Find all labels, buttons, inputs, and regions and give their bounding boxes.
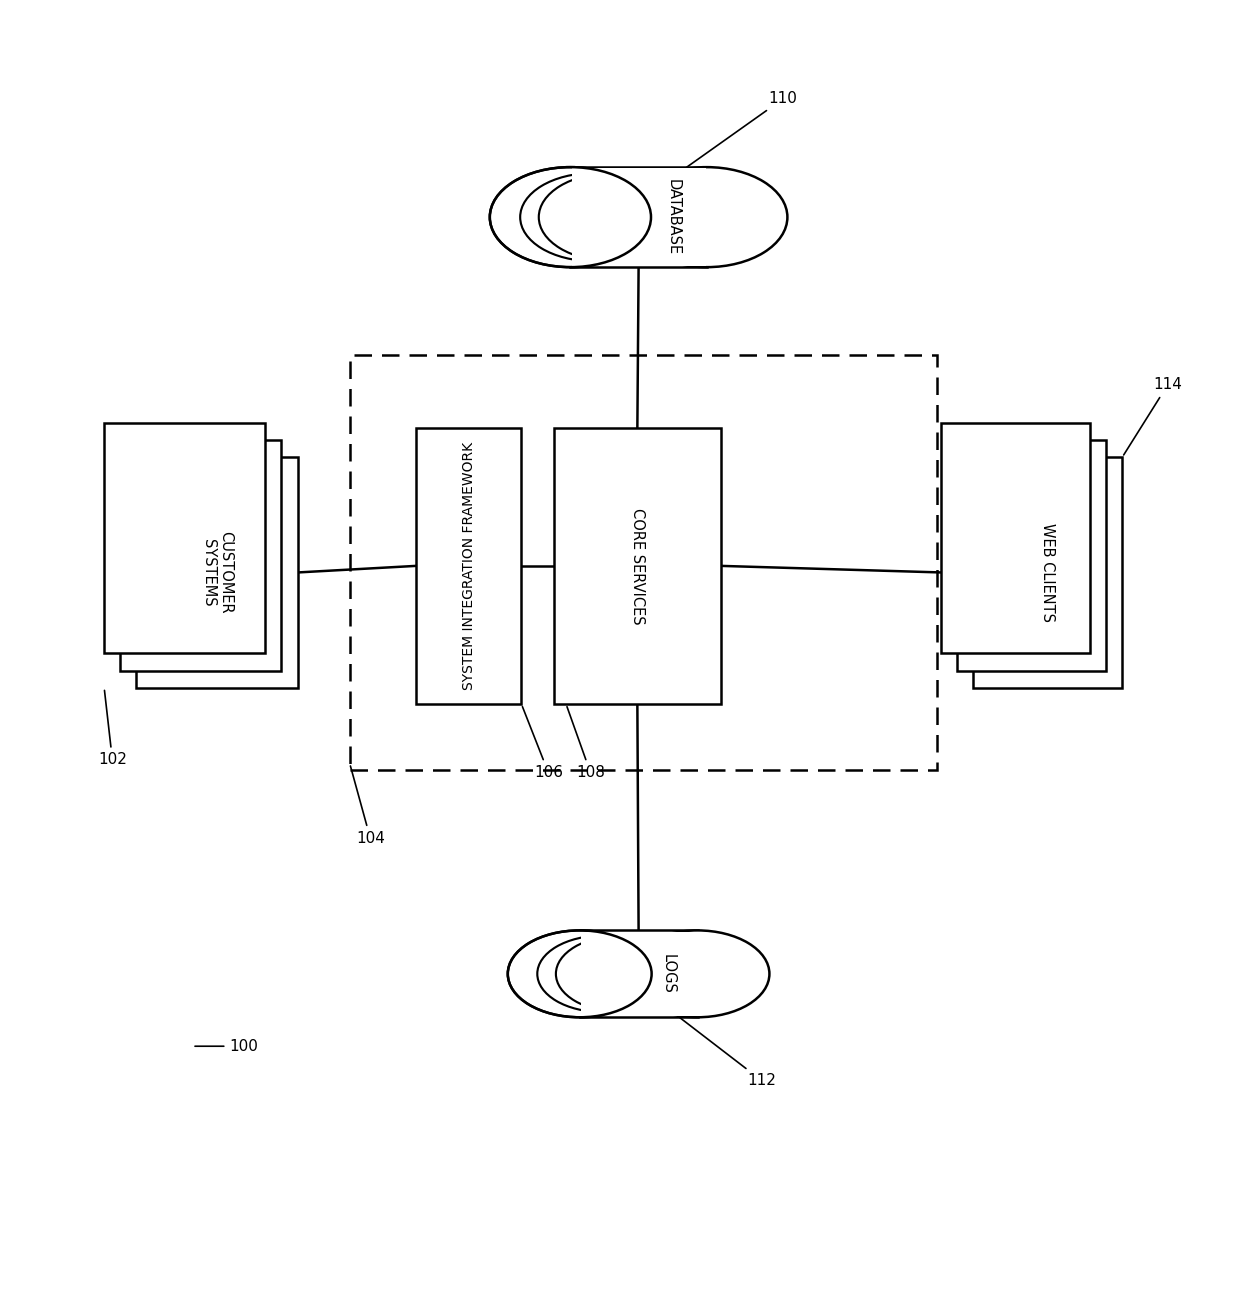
- Text: 100: 100: [195, 1038, 258, 1054]
- FancyBboxPatch shape: [553, 428, 722, 704]
- FancyBboxPatch shape: [973, 458, 1122, 688]
- FancyBboxPatch shape: [417, 428, 522, 704]
- Text: WEB CLIENTS: WEB CLIENTS: [1040, 522, 1055, 622]
- FancyBboxPatch shape: [580, 930, 697, 1017]
- Text: 114: 114: [1123, 378, 1182, 455]
- Ellipse shape: [490, 167, 651, 267]
- Text: 108: 108: [567, 707, 605, 780]
- Ellipse shape: [508, 930, 652, 1017]
- FancyBboxPatch shape: [136, 458, 298, 688]
- Ellipse shape: [626, 167, 787, 267]
- Text: 106: 106: [522, 707, 563, 780]
- Text: CORE SERVICES: CORE SERVICES: [630, 508, 645, 624]
- FancyBboxPatch shape: [957, 440, 1106, 671]
- Text: 112: 112: [671, 1011, 776, 1088]
- Text: CUSTOMER
SYSTEMS: CUSTOMER SYSTEMS: [201, 532, 233, 613]
- Text: SYSTEM INTEGRATION FRAMEWORK: SYSTEM INTEGRATION FRAMEWORK: [461, 442, 476, 690]
- FancyBboxPatch shape: [572, 168, 706, 266]
- FancyBboxPatch shape: [120, 440, 281, 671]
- Text: 102: 102: [98, 691, 126, 767]
- FancyBboxPatch shape: [570, 167, 707, 267]
- Text: LOGS: LOGS: [661, 954, 676, 994]
- Ellipse shape: [625, 930, 769, 1017]
- FancyBboxPatch shape: [104, 424, 265, 654]
- Text: 110: 110: [675, 91, 797, 175]
- FancyBboxPatch shape: [941, 424, 1090, 654]
- Text: FIG. 1: FIG. 1: [1018, 654, 1078, 675]
- FancyBboxPatch shape: [580, 932, 697, 1016]
- Text: DATABASE: DATABASE: [665, 179, 681, 255]
- Text: 104: 104: [351, 766, 384, 846]
